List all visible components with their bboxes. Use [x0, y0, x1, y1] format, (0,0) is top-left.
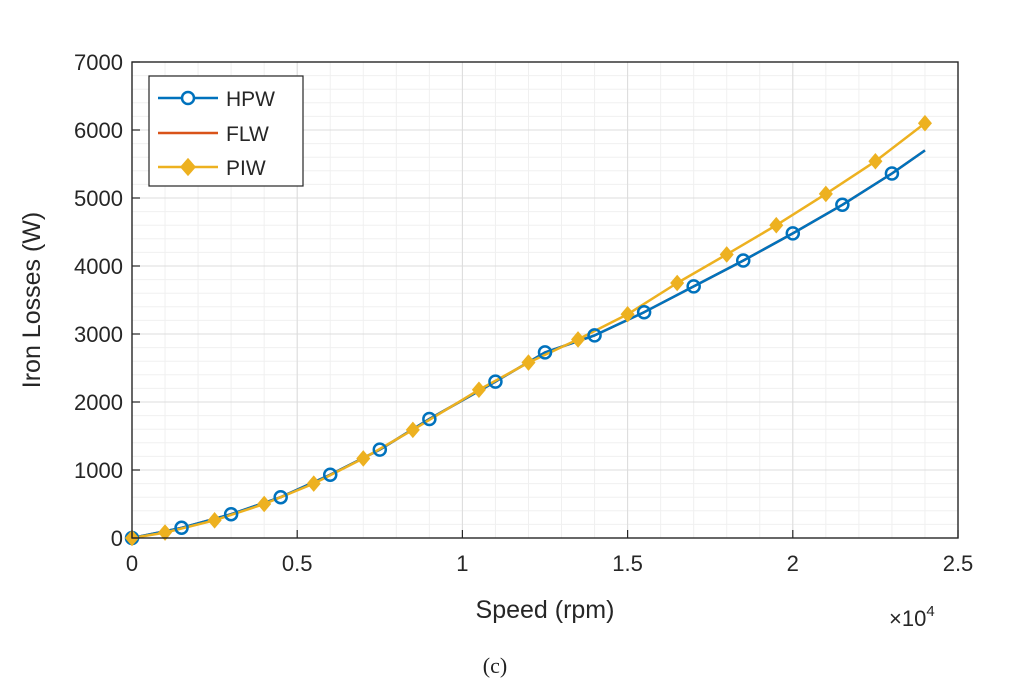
- legend-marker-piw: [180, 157, 196, 177]
- marker-hpw: [488, 374, 503, 389]
- marker-hpw: [223, 506, 239, 522]
- x-tick-label: 1.5: [612, 551, 643, 576]
- marker-piw: [917, 114, 932, 132]
- y-tick-label: 5000: [74, 186, 123, 211]
- marker-piw: [818, 185, 833, 203]
- marker-hpw: [587, 328, 602, 343]
- marker-piw: [571, 331, 586, 348]
- x-axis-title: Speed (rpm): [476, 596, 615, 624]
- marker-piw: [257, 495, 272, 513]
- y-tick-label: 0: [111, 526, 123, 551]
- legend-label-hpw: HPW: [226, 88, 275, 111]
- x-tick-label: 0: [126, 551, 138, 576]
- marker-piw: [405, 421, 420, 439]
- marker-piw: [670, 274, 685, 292]
- x-tick-label: 0.5: [282, 551, 313, 576]
- y-tick-label: 2000: [74, 390, 123, 415]
- x-tick-label: 1: [456, 551, 468, 576]
- marker-hpw: [686, 279, 701, 294]
- y-tick-label: 7000: [74, 50, 123, 75]
- marker-piw: [471, 381, 486, 399]
- marker-piw: [356, 450, 371, 467]
- marker-piw: [306, 475, 321, 492]
- y-tick-label: 3000: [74, 322, 123, 347]
- marker-piw: [521, 354, 536, 371]
- y-axis-title: Iron Losses (W): [18, 212, 46, 388]
- x-multiplier-exponent: 4: [926, 603, 934, 620]
- series-markers: [124, 114, 932, 547]
- marker-hpw: [174, 520, 189, 536]
- y-tick-label: 6000: [74, 118, 123, 143]
- x-tick-label: 2: [787, 551, 799, 576]
- y-tick-label: 4000: [74, 254, 123, 279]
- marker-hpw: [422, 411, 437, 427]
- legend: HPW FLW PIW: [148, 75, 304, 187]
- axes-box: [131, 61, 959, 539]
- marker-piw: [207, 512, 222, 529]
- x-tick-label: 2.5: [943, 551, 974, 576]
- marker-piw: [620, 306, 635, 323]
- x-multiplier-base: ×10: [889, 606, 926, 631]
- marker-hpw: [636, 304, 652, 320]
- legend-label-flw: FLW: [226, 123, 269, 146]
- marker-hpw: [835, 197, 850, 213]
- axis-ticks: 0 0.5 1 1.5 2 2.5 0 1000 2000 3000 4000 5000 6000 700…: [74, 50, 973, 576]
- marker-hpw: [884, 166, 900, 181]
- legend-marker-hpw: [180, 90, 196, 106]
- marker-hpw: [372, 442, 388, 457]
- figure-caption: (c): [483, 653, 507, 678]
- marker-hpw: [273, 489, 288, 505]
- marker-piw: [158, 524, 173, 541]
- marker-hpw: [735, 253, 751, 268]
- marker-piw: [769, 216, 784, 234]
- marker-hpw: [322, 467, 338, 483]
- legend-label-piw: PIW: [226, 157, 266, 180]
- marker-piw: [719, 246, 734, 263]
- x-multiplier: ×104: [889, 603, 935, 631]
- marker-piw: [868, 153, 883, 170]
- marker-hpw: [785, 226, 801, 241]
- y-tick-label: 1000: [74, 458, 123, 483]
- marker-hpw: [537, 345, 553, 360]
